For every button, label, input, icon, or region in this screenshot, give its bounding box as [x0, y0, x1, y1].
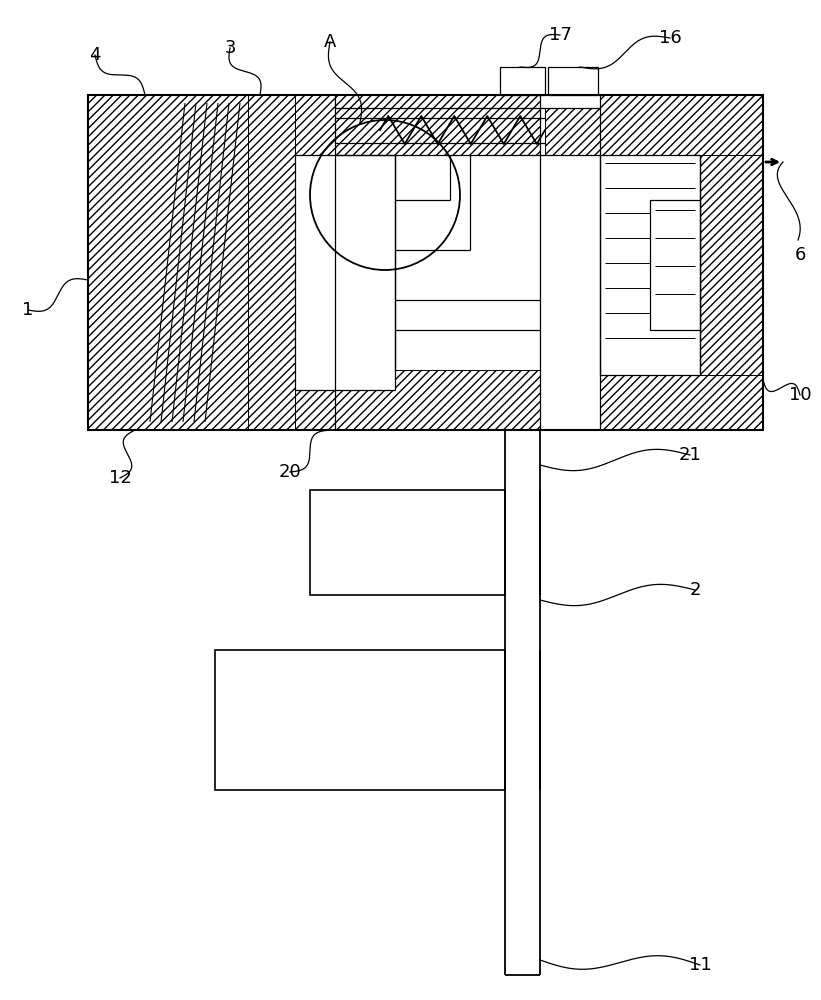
Text: A: A: [323, 33, 336, 51]
Text: 17: 17: [548, 26, 571, 44]
Bar: [310, 490, 505, 595]
Bar: [295, 370, 540, 430]
Bar: [248, 95, 295, 430]
Bar: [600, 155, 700, 375]
Text: 11: 11: [689, 956, 711, 974]
Bar: [295, 155, 395, 390]
Text: 12: 12: [108, 469, 131, 487]
Text: 6: 6: [794, 246, 805, 264]
Text: 16: 16: [658, 29, 681, 47]
Text: 1: 1: [22, 301, 34, 319]
Bar: [500, 67, 545, 95]
Bar: [88, 95, 248, 430]
Bar: [88, 95, 763, 430]
Bar: [335, 200, 395, 330]
Bar: [295, 95, 540, 155]
Bar: [545, 108, 600, 155]
Text: 2: 2: [690, 581, 701, 599]
Text: 10: 10: [789, 386, 811, 404]
Text: 3: 3: [224, 39, 236, 57]
Bar: [600, 95, 763, 155]
Text: 21: 21: [679, 446, 701, 464]
Bar: [548, 67, 598, 95]
Bar: [215, 650, 505, 790]
Bar: [600, 375, 763, 430]
Text: 20: 20: [278, 463, 301, 481]
Bar: [548, 67, 598, 95]
Text: 4: 4: [89, 46, 101, 64]
Bar: [700, 155, 763, 375]
Bar: [650, 200, 700, 330]
